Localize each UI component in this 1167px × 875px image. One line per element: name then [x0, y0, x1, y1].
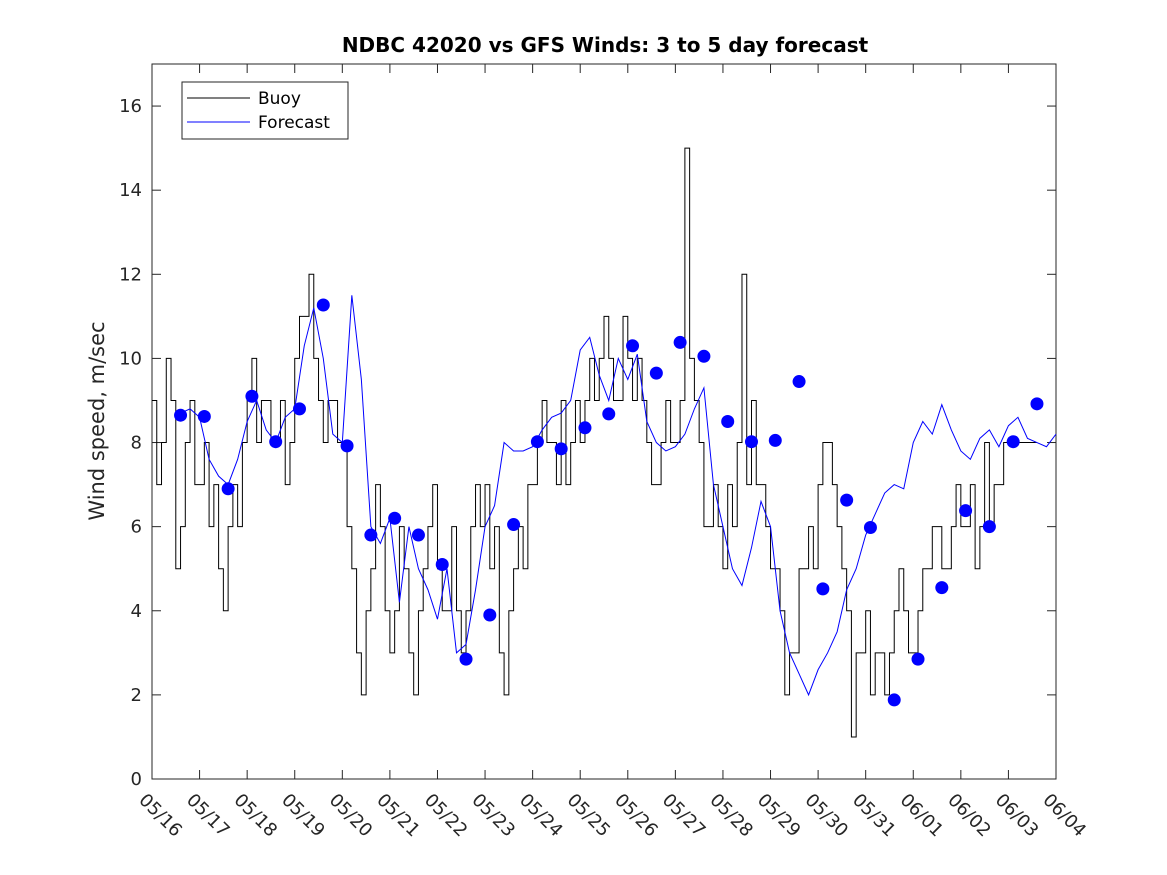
y-tick-label: 12 — [119, 264, 142, 285]
forecast-marker — [697, 349, 711, 363]
forecast-marker — [863, 520, 877, 534]
legend: Buoy Forecast — [181, 81, 349, 140]
y-axis-label: Wind speed, m/sec — [85, 321, 109, 520]
forecast-marker — [554, 442, 568, 456]
forecast-marker — [1030, 397, 1044, 411]
forecast-marker — [982, 520, 996, 534]
forecast-marker — [530, 435, 544, 449]
chart-title: NDBC 42020 vs GFS Winds: 3 to 5 day fore… — [342, 33, 869, 57]
forecast-marker — [816, 582, 830, 596]
forecast-markers — [174, 298, 1044, 707]
forecast-marker — [269, 435, 283, 449]
forecast-marker — [174, 408, 188, 422]
forecast-marker — [507, 518, 521, 532]
series-layer — [152, 147, 1057, 738]
y-tick-label: 16 — [119, 96, 142, 117]
plot-area — [151, 63, 1057, 780]
forecast-marker — [840, 493, 854, 507]
forecast-marker — [768, 433, 782, 447]
forecast-marker — [1006, 435, 1020, 449]
legend-box — [181, 81, 349, 140]
forecast-marker — [959, 504, 973, 518]
forecast-marker — [911, 652, 925, 666]
series-buoy-line — [152, 147, 1037, 738]
forecast-marker — [887, 693, 901, 707]
forecast-marker — [435, 558, 449, 571]
forecast-marker — [411, 528, 425, 542]
forecast-marker — [340, 439, 354, 453]
y-tick-label: 0 — [131, 769, 142, 790]
y-tick-label: 2 — [131, 685, 142, 706]
y-tick-label: 6 — [131, 517, 142, 538]
forecast-marker — [721, 415, 735, 428]
forecast-marker — [626, 339, 640, 353]
forecast-marker — [221, 482, 235, 496]
y-tick-label: 4 — [131, 601, 142, 622]
forecast-marker — [388, 511, 402, 525]
y-axis: 0 2 4 6 8 10 12 14 16 — [119, 96, 1056, 790]
forecast-marker — [792, 375, 806, 389]
forecast-marker — [459, 652, 473, 666]
y-tick-label: 8 — [131, 433, 142, 454]
forecast-marker — [245, 389, 259, 403]
forecast-marker — [316, 298, 330, 312]
y-tick-label: 10 — [119, 348, 142, 369]
forecast-marker — [744, 435, 758, 449]
legend-buoy-label: Buoy — [258, 89, 301, 109]
y-tick-label: 14 — [119, 180, 142, 201]
forecast-marker — [673, 335, 687, 349]
forecast-marker — [197, 409, 211, 423]
series-forecast-line — [180, 295, 1057, 697]
forecast-marker — [292, 402, 306, 416]
forecast-marker — [602, 407, 616, 421]
forecast-marker — [364, 528, 378, 542]
forecast-marker — [578, 421, 592, 435]
forecast-marker — [935, 581, 949, 595]
forecast-marker — [483, 608, 497, 622]
legend-forecast-label: Forecast — [258, 113, 330, 133]
forecast-marker — [649, 366, 663, 380]
